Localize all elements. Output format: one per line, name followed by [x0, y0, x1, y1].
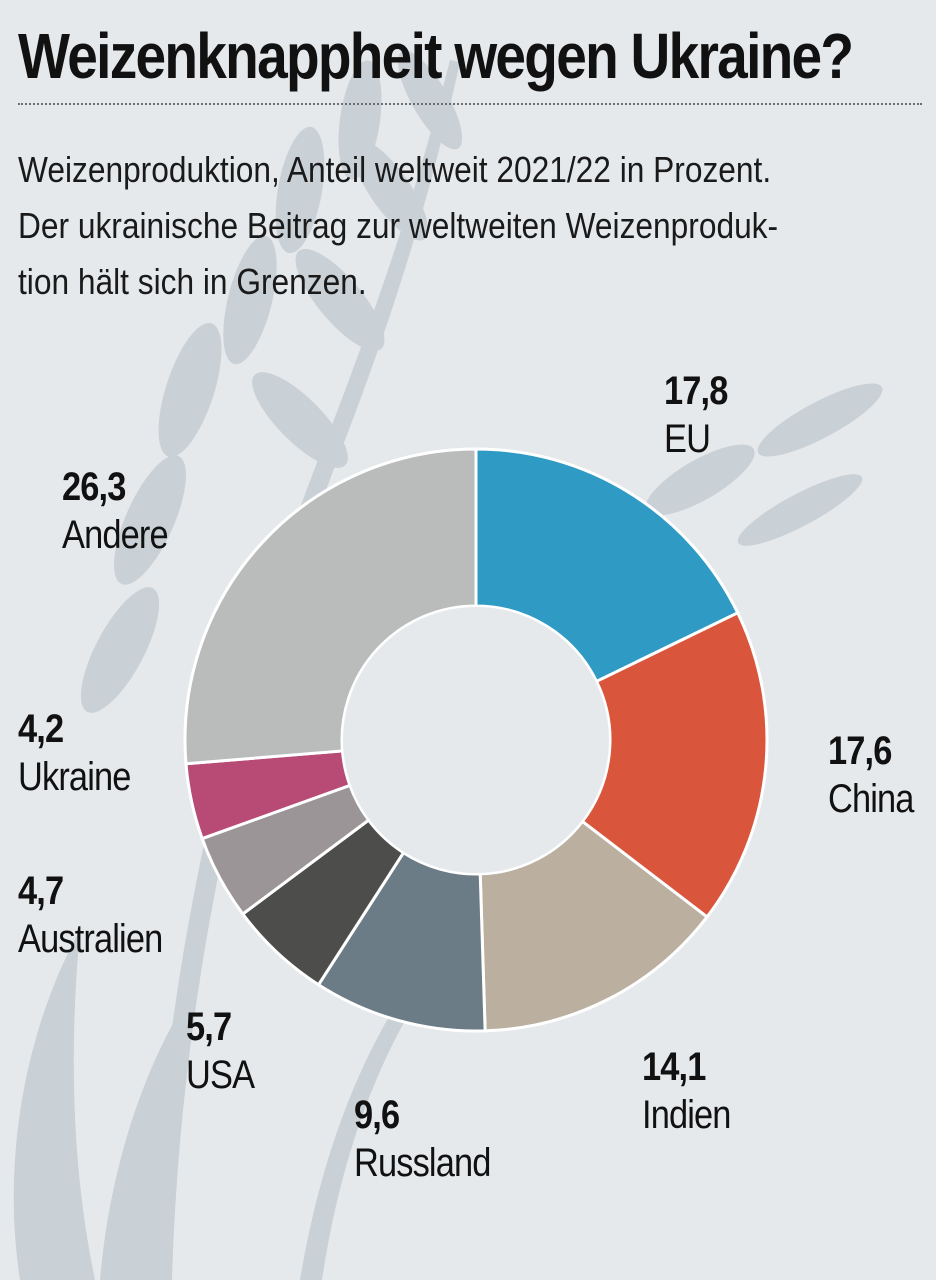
slice-value-eu: 17,8 — [664, 369, 728, 413]
label-ukraine: 4,2 Ukraine — [18, 706, 131, 802]
slice-category-china: China — [828, 777, 914, 821]
slice-value-china: 17,6 — [828, 729, 892, 773]
wheat-leaf — [13, 930, 95, 1280]
label-australien: 4,7 Australien — [18, 868, 163, 964]
slice-category-eu: EU — [664, 417, 711, 461]
donut-slice-indien — [478, 819, 709, 1033]
slice-value-russland: 9,6 — [354, 1093, 400, 1137]
wheat-leaf — [100, 980, 200, 1280]
wheat-grain — [737, 474, 863, 546]
wheat-stem — [300, 860, 528, 1280]
wheat-stem — [150, 60, 460, 1280]
slice-value-usa: 5,7 — [186, 1005, 232, 1049]
dotted-divider — [18, 103, 922, 105]
subtitle-line: Der ukrainische Beitrag zur weltweiten W… — [18, 205, 779, 246]
slice-value-indien: 14,1 — [642, 1045, 706, 1089]
wheat-grain — [252, 372, 348, 468]
slice-value-andere: 26,3 — [62, 465, 126, 509]
slice-value-ukraine: 4,2 — [18, 707, 64, 751]
label-indien: 14,1 Indien — [642, 1044, 731, 1140]
wheat-grain — [80, 587, 160, 713]
donut-slice-andere — [183, 447, 478, 766]
slice-category-usa: USA — [186, 1053, 255, 1097]
label-china: 17,6 China — [828, 728, 914, 824]
wheat-grain — [397, 50, 463, 150]
donut-slice-china — [580, 611, 769, 919]
wheat-grain — [757, 383, 883, 457]
chart-title: Weizenknappheit wegen Ukraine? — [18, 20, 854, 92]
subtitle-line: tion hält sich in Grenzen. — [18, 261, 367, 302]
label-eu: 17,8 EU — [664, 368, 728, 464]
donut-slice-eu — [474, 447, 740, 683]
wheat-grain — [223, 235, 277, 365]
label-russland: 9,6 Russland — [354, 1092, 491, 1188]
wheat-grain — [351, 139, 429, 241]
subtitle-line: Weizenproduktion, Anteil weltweit 2021/2… — [18, 149, 772, 190]
wheat-grain — [158, 323, 222, 457]
slice-category-australien: Australien — [18, 917, 163, 961]
slice-category-andere: Andere — [62, 513, 169, 557]
label-andere: 26,3 Andere — [62, 464, 169, 560]
slice-value-australien: 4,7 — [18, 869, 64, 913]
chart-subtitle: Weizenproduktion, Anteil weltweit 2021/2… — [18, 142, 924, 310]
slice-category-russland: Russland — [354, 1141, 491, 1185]
wheat-grain — [645, 444, 755, 516]
slice-category-indien: Indien — [642, 1093, 731, 1137]
slice-category-ukraine: Ukraine — [18, 755, 131, 799]
label-usa: 5,7 USA — [186, 1004, 255, 1100]
wheat-grain — [275, 126, 325, 254]
wheat-grain — [295, 248, 385, 352]
wheat-grain — [114, 455, 186, 585]
donut-hole — [343, 607, 609, 873]
